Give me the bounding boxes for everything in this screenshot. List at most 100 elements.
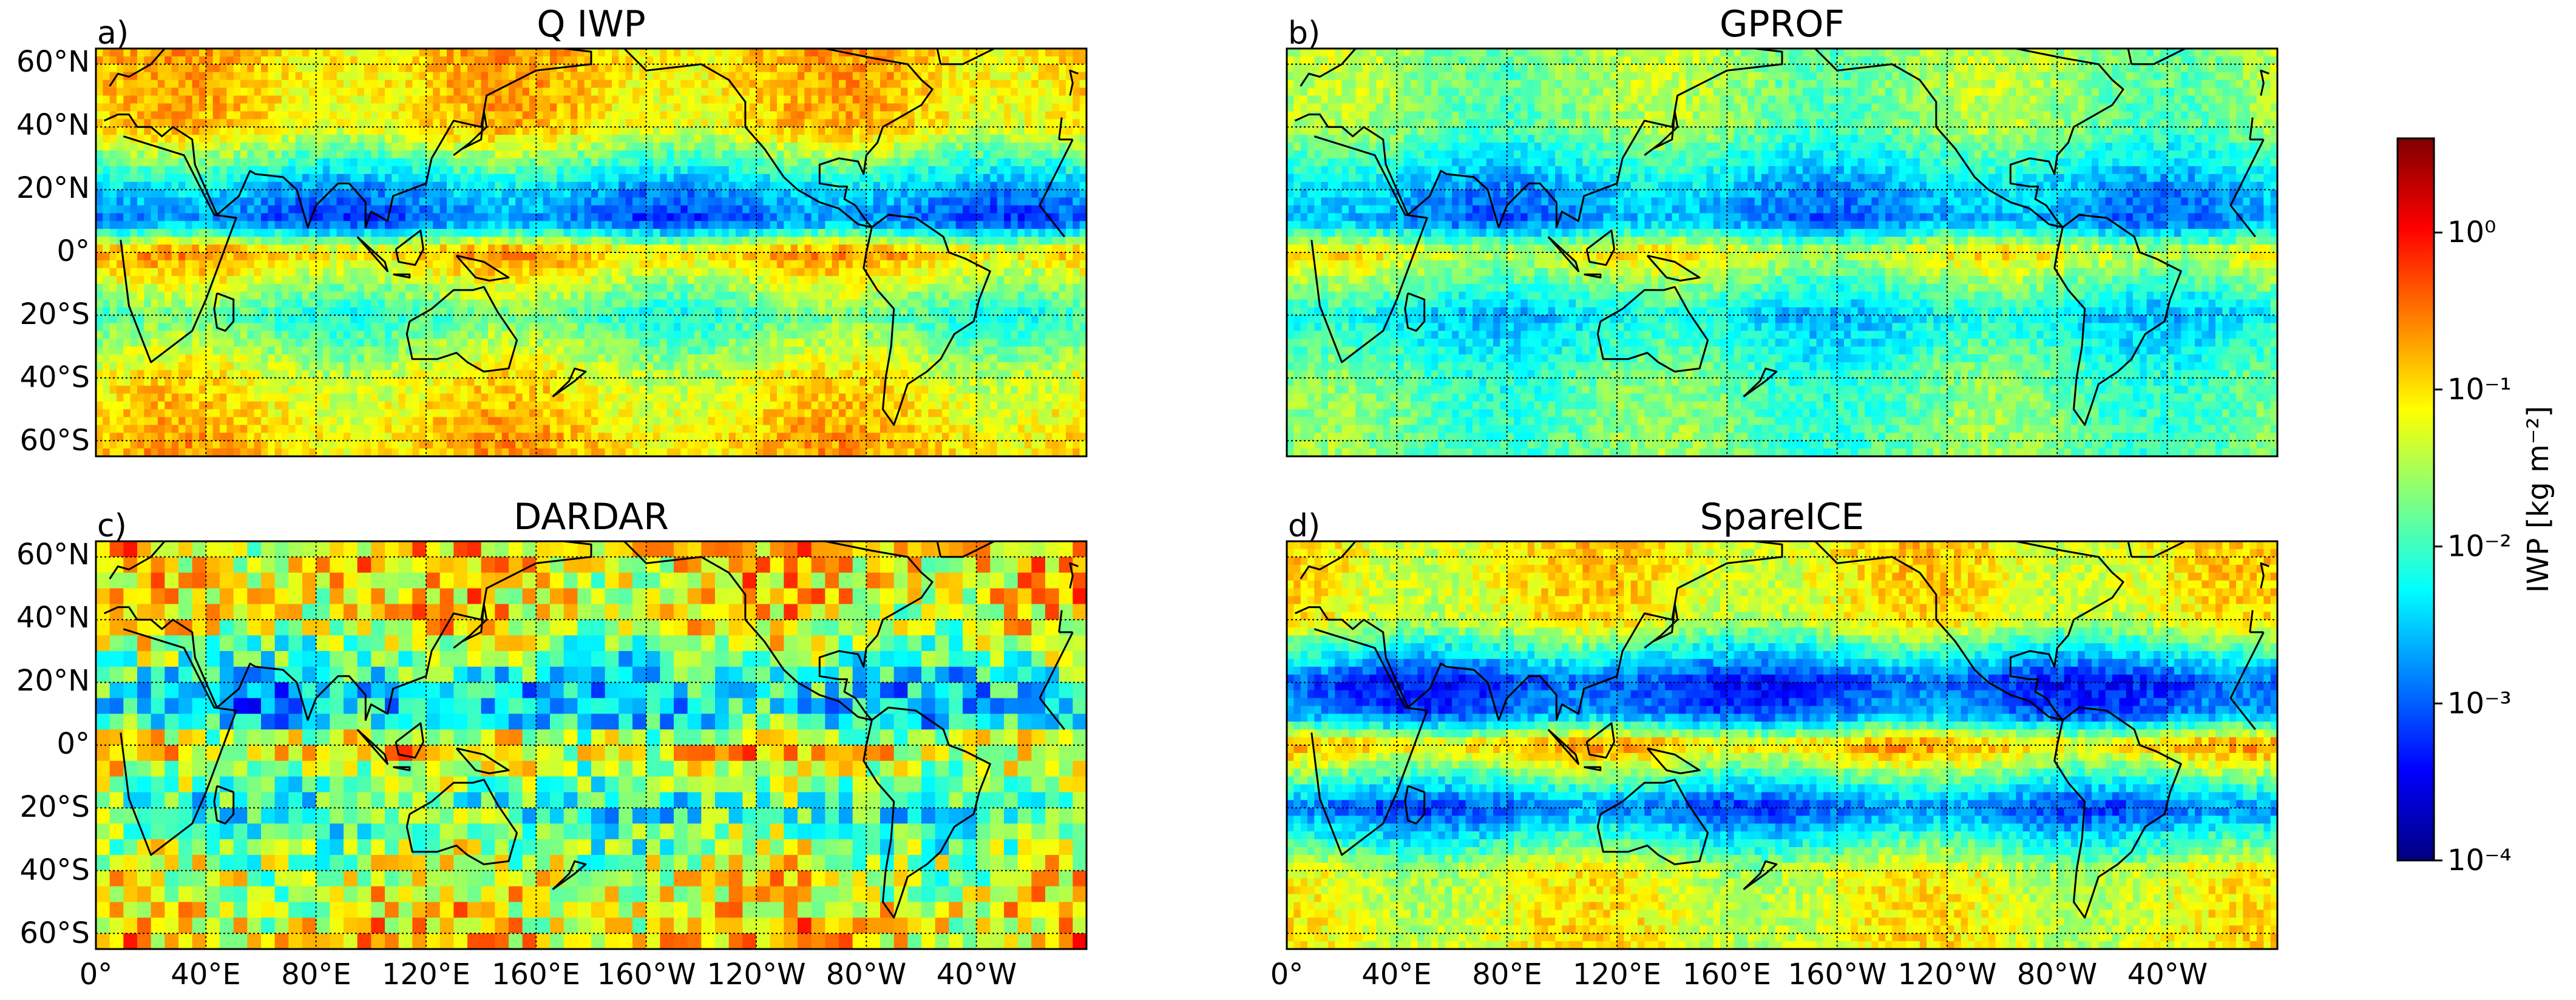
heatmap-cell [385, 127, 392, 135]
heatmap-cell [536, 190, 543, 198]
heatmap-cell [515, 166, 523, 175]
heatmap-cell [694, 135, 702, 143]
heatmap-cell [199, 96, 206, 104]
heatmap-cell [323, 166, 330, 175]
heatmap-cell [213, 190, 220, 198]
heatmap-cell [502, 158, 509, 167]
heatmap-cell [812, 80, 819, 89]
heatmap-cell [412, 103, 419, 112]
heatmap-cell [770, 119, 778, 127]
heatmap-cell [261, 72, 268, 81]
heatmap-cell [206, 166, 213, 175]
heatmap-cell [784, 49, 791, 57]
heatmap-cell [185, 182, 192, 191]
heatmap-cell [240, 221, 248, 229]
heatmap-cell [316, 96, 324, 104]
heatmap-cell [440, 174, 447, 183]
heatmap-cell [523, 166, 530, 175]
heatmap-cell [866, 64, 873, 73]
heatmap-cell [915, 150, 922, 159]
heatmap-cell [894, 166, 901, 175]
heatmap-cell [1031, 205, 1039, 214]
heatmap-cell [653, 150, 660, 159]
heatmap-cell [240, 111, 248, 120]
heatmap-cell [309, 72, 316, 81]
heatmap-cell [378, 190, 385, 198]
heatmap-cell [192, 96, 200, 104]
heatmap-cell [350, 64, 358, 73]
heatmap-cell [680, 88, 688, 96]
heatmap-cell [577, 150, 585, 159]
heatmap-cell [172, 96, 179, 104]
heatmap-cell [453, 158, 461, 167]
heatmap-cell [990, 205, 997, 214]
heatmap-cell [550, 198, 557, 206]
heatmap-cell [598, 56, 605, 65]
heatmap-cell [447, 190, 454, 198]
heatmap-cell [288, 80, 296, 89]
heatmap-cell [247, 143, 254, 151]
heatmap-cell [523, 174, 530, 183]
heatmap-cell [873, 103, 881, 112]
heatmap-cell [130, 96, 138, 104]
heatmap-cell [915, 80, 922, 89]
heatmap-cell [1004, 127, 1011, 135]
heatmap-cell [302, 49, 310, 57]
heatmap-cell [791, 88, 798, 96]
heatmap-cell [605, 198, 612, 206]
heatmap-cell [137, 72, 144, 81]
heatmap-cell [722, 174, 729, 183]
heatmap-cell [818, 64, 825, 73]
heatmap-cell [234, 96, 241, 104]
heatmap-cell [96, 135, 103, 143]
heatmap-cell [515, 135, 523, 143]
heatmap-cell [763, 88, 770, 96]
heatmap-cell [103, 96, 110, 104]
heatmap-cell [983, 96, 991, 104]
heatmap-cell [337, 119, 344, 127]
heatmap-cell [1073, 174, 1080, 183]
heatmap-cell [543, 80, 551, 89]
heatmap-cell [564, 174, 571, 183]
heatmap-cell [247, 49, 254, 57]
heatmap-cell [399, 96, 406, 104]
heatmap-cell [626, 127, 633, 135]
heatmap-cell [502, 127, 509, 135]
heatmap-cell [453, 111, 461, 120]
heatmap-cell [426, 135, 433, 143]
heatmap-cell [405, 166, 413, 175]
heatmap-cell [261, 135, 268, 143]
heatmap-cell [447, 103, 454, 112]
heatmap-cell [412, 158, 419, 167]
heatmap-cell [770, 88, 778, 96]
heatmap-cell [777, 72, 784, 81]
heatmap-cell [412, 72, 419, 81]
heatmap-cell [164, 103, 172, 112]
heatmap-cell [268, 182, 275, 191]
heatmap-cell [1031, 143, 1039, 151]
heatmap-cell [1025, 56, 1032, 65]
heatmap-cell [956, 158, 963, 167]
heatmap-cell [391, 111, 399, 120]
heatmap-cell [178, 88, 186, 96]
heatmap-cell [564, 205, 571, 214]
heatmap-cell [784, 135, 791, 143]
heatmap-cell [756, 64, 764, 73]
heatmap-cell [391, 150, 399, 159]
heatmap-cell [915, 166, 922, 175]
heatmap-cell [103, 143, 110, 151]
heatmap-cell [763, 221, 770, 229]
heatmap-cell [220, 72, 227, 81]
heatmap-cell [901, 198, 908, 206]
heatmap-cell [268, 72, 275, 81]
heatmap-cell [447, 111, 454, 120]
heatmap-cell [144, 205, 151, 214]
heatmap-cell [137, 205, 144, 214]
heatmap-cell [722, 96, 729, 104]
heatmap-cell [846, 80, 853, 89]
heatmap-cell [1011, 103, 1018, 112]
heatmap-cell [316, 135, 324, 143]
heatmap-cell [123, 150, 130, 159]
heatmap-cell [564, 158, 571, 167]
heatmap-cell [832, 198, 839, 206]
